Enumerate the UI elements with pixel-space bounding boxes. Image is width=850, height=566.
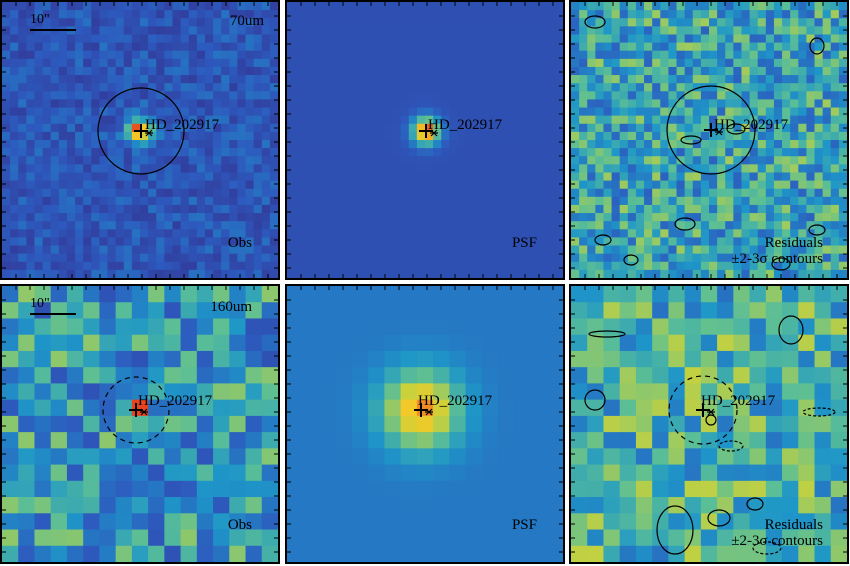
contour: [674, 217, 696, 231]
image-70um-obs: [2, 2, 278, 278]
star-marker: [134, 124, 153, 138]
aperture-circle: [102, 376, 170, 444]
target-label: HD_202917: [138, 393, 213, 409]
aperture-circle: [97, 87, 185, 175]
contour: [584, 389, 606, 411]
contour: [746, 497, 764, 511]
panel-label: Residuals: [764, 517, 823, 533]
panel-160um-psf: HD_202917 PSF: [285, 284, 565, 564]
contour: [680, 135, 702, 145]
scale-label: 10": [30, 296, 50, 311]
star-marker: [696, 403, 715, 417]
image-160um-psf: [287, 286, 563, 562]
aperture-circle: [666, 85, 756, 175]
target-label: HD_202917: [145, 117, 220, 133]
star-marker: [704, 123, 723, 137]
contour: [584, 15, 606, 29]
contour: [752, 541, 782, 555]
contour: [594, 234, 612, 246]
contour: [707, 509, 731, 527]
pixel-grid: [287, 2, 563, 278]
pixel-grid: [571, 286, 847, 562]
scale-bar: 10": [30, 296, 76, 315]
target-label: HD_202917: [418, 393, 493, 409]
aperture-circle: [668, 375, 738, 445]
axis-ticks: [571, 2, 847, 278]
pixel-grid: [287, 286, 563, 562]
contour: [809, 37, 825, 55]
panel-label: Residuals: [764, 235, 823, 251]
axis-ticks: [287, 2, 563, 278]
contour: [656, 505, 694, 555]
axis-ticks: [287, 286, 563, 553]
panel-70um-obs: 10" 70um HD_202917 Obs: [0, 0, 280, 280]
contour: [778, 315, 804, 345]
target-label: HD_202917: [701, 393, 776, 409]
band-label: 70um: [229, 13, 264, 29]
contour: [808, 224, 826, 236]
panel-70um-psf: HD_202917 PSF: [285, 0, 565, 280]
panel-sublabel: ±2-3σ contours: [731, 251, 823, 267]
star-marker: [129, 403, 148, 417]
pixel-grid: [571, 2, 847, 278]
axis-ticks: [571, 286, 847, 553]
contour: [623, 254, 639, 266]
scale-bar: 10": [30, 12, 76, 31]
target-label: HD_202917: [428, 117, 503, 133]
image-70um-residuals: [571, 2, 847, 278]
panel-label: PSF: [511, 235, 537, 251]
panel-160um-residuals: HD_202917 Residuals ±2-3σ contours: [569, 284, 849, 564]
panel-160um-obs: 10" 160um HD_202917 Obs: [0, 284, 280, 564]
panel-70um-residuals: HD_202917 Residuals ±2-3σ contours: [569, 0, 849, 280]
scale-line: [30, 29, 76, 31]
star-marker: [419, 124, 438, 138]
target-label: HD_202917: [714, 117, 789, 133]
scale-label: 10": [30, 12, 50, 27]
contour: [588, 330, 626, 338]
contour: [802, 407, 836, 417]
pixel-grid: [2, 286, 278, 562]
image-160um-residuals: [571, 286, 847, 562]
contour: [726, 123, 746, 135]
panel-label: Obs: [227, 235, 252, 251]
image-160um-obs: [2, 286, 278, 562]
panel-label: PSF: [511, 517, 537, 533]
contour: [771, 257, 791, 271]
image-70um-psf: [287, 2, 563, 278]
panel-sublabel: ±2-3σ contours: [731, 533, 823, 549]
axis-ticks: [2, 286, 278, 553]
axis-ticks: [2, 2, 278, 278]
panel-label: Obs: [227, 517, 252, 533]
band-label: 160um: [210, 299, 252, 315]
contour: [705, 414, 717, 426]
star-marker: [414, 403, 433, 417]
contour: [718, 440, 744, 452]
scale-line: [30, 313, 76, 315]
